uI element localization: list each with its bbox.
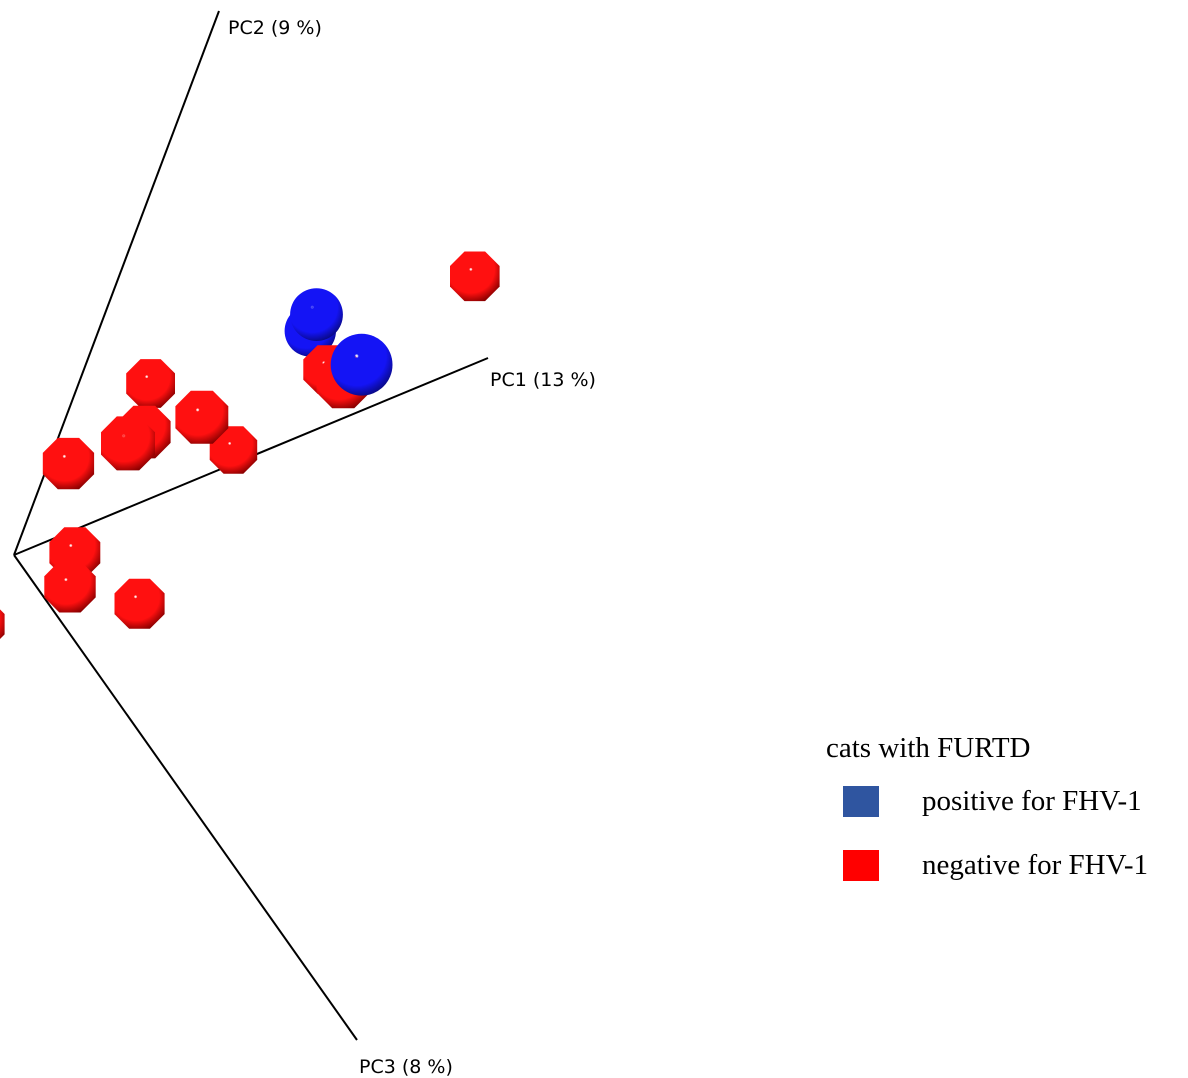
pc3-axis-line bbox=[13, 554, 358, 1041]
pc2-axis-label: PC2 (9 %) bbox=[228, 17, 322, 39]
data-point-negative bbox=[450, 251, 500, 302]
data-point-negative bbox=[44, 561, 96, 613]
data-point-positive bbox=[330, 333, 393, 396]
pc1-axis-label: PC1 (13 %) bbox=[490, 369, 596, 391]
data-points bbox=[0, 251, 500, 640]
data-point-negative bbox=[0, 609, 5, 640]
legend: cats with FURTD positive for FHV-1 negat… bbox=[826, 732, 1188, 911]
data-point-positive bbox=[290, 288, 343, 341]
pc3-axis-label: PC3 (8 %) bbox=[359, 1056, 453, 1078]
legend-swatch-positive bbox=[843, 785, 879, 817]
axes-group: PC2 (9 %) PC1 (13 %) PC3 (8 %) bbox=[13, 10, 596, 1078]
legend-title: cats with FURTD bbox=[826, 732, 1031, 764]
legend-item-negative: negative for FHV-1 bbox=[826, 847, 1188, 883]
data-point-negative bbox=[209, 426, 258, 474]
legend-item-positive: positive for FHV-1 bbox=[826, 783, 1188, 819]
legend-swatch-negative bbox=[843, 849, 879, 881]
legend-label-negative: negative for FHV-1 bbox=[922, 848, 1149, 881]
data-point-negative bbox=[126, 359, 175, 408]
legend-label-positive: positive for FHV-1 bbox=[922, 784, 1142, 817]
data-point-negative bbox=[114, 578, 165, 629]
data-point-negative bbox=[101, 416, 155, 471]
data-point-negative bbox=[175, 390, 229, 444]
data-point-negative bbox=[42, 437, 95, 490]
